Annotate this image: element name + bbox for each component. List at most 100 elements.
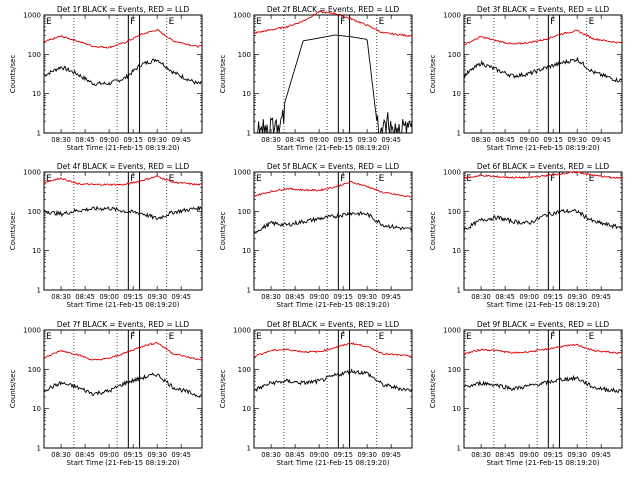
plot-frame xyxy=(253,171,413,291)
x-tick-label: 09:30 xyxy=(357,136,377,144)
x-tick-label: 08:45 xyxy=(75,451,95,459)
y-tick-label: 1 xyxy=(37,130,41,138)
x-tick-label: 09:15 xyxy=(123,136,143,144)
events-trace xyxy=(43,205,203,220)
lld-trace xyxy=(43,175,203,186)
x-tick-label: 09:15 xyxy=(333,136,353,144)
x-tick-label: 09:00 xyxy=(519,293,539,301)
time-marker-label: E xyxy=(169,174,175,184)
time-marker-label: E xyxy=(379,332,385,342)
y-tick-label: 1 xyxy=(37,445,41,453)
lld-trace xyxy=(253,180,413,198)
time-marker-label: E xyxy=(46,174,52,184)
y-tick-label: 10 xyxy=(242,405,251,413)
x-tick-label: 09:30 xyxy=(357,293,377,301)
x-tick-label: 08:30 xyxy=(261,451,281,459)
events-trace xyxy=(253,368,413,393)
x-tick-label: 08:30 xyxy=(471,451,491,459)
x-tick-label: 08:45 xyxy=(75,136,95,144)
y-tick-label: 1000 xyxy=(23,169,41,177)
y-tick-label: 1000 xyxy=(23,12,41,20)
panel-title: Det 6f BLACK = Events, RED = LLD xyxy=(477,162,610,171)
x-tick-label: 09:00 xyxy=(309,136,329,144)
time-marker-label: E xyxy=(256,332,262,342)
events-trace xyxy=(43,372,203,398)
x-tick-label: 09:30 xyxy=(567,293,587,301)
y-tick-label: 1 xyxy=(457,445,461,453)
detector-panel-9: Det 9f BLACK = Events, RED = LLD 1 10 100 10… xyxy=(429,320,623,467)
y-tick-label: 1 xyxy=(247,130,251,138)
x-tick-label: 09:30 xyxy=(357,451,377,459)
x-tick-label: 09:15 xyxy=(543,293,563,301)
time-marker-label: E xyxy=(466,17,472,27)
y-tick-label: 1000 xyxy=(233,12,251,20)
y-axis-label: Counts/sec xyxy=(429,55,437,94)
events-trace xyxy=(254,34,413,134)
y-tick-label: 1000 xyxy=(443,327,461,335)
x-tick-label: 09:30 xyxy=(567,136,587,144)
y-tick-label: 10 xyxy=(452,247,461,255)
time-marker-label: E xyxy=(466,332,472,342)
events-trace xyxy=(463,208,623,232)
time-marker-label: F xyxy=(340,17,345,27)
panel-title: Det 7f BLACK = Events, RED = LLD xyxy=(57,320,190,329)
time-marker-label: E xyxy=(46,17,52,27)
lld-trace xyxy=(463,343,623,356)
x-tick-label: 09:00 xyxy=(309,451,329,459)
detector-panel-7: Det 7f BLACK = Events, RED = LLD 1 10 100 10… xyxy=(9,320,203,467)
time-marker-label: E xyxy=(379,17,385,27)
y-tick-label: 100 xyxy=(28,208,41,216)
x-axis-label: Start Time (21-Feb-15 08:19:20) xyxy=(486,459,599,467)
detector-panel-5: Det 5f BLACK = Events, RED = LLD 1 10 100 10… xyxy=(219,162,413,309)
plot-frame xyxy=(43,14,203,134)
y-tick-label: 1000 xyxy=(233,169,251,177)
y-axis-label: Counts/sec xyxy=(219,370,227,409)
time-marker-label: E xyxy=(256,17,262,27)
x-tick-label: 09:30 xyxy=(567,451,587,459)
lld-trace xyxy=(253,10,413,37)
time-marker-label: E xyxy=(256,174,262,184)
x-tick-label: 09:15 xyxy=(543,451,563,459)
events-trace xyxy=(43,58,203,87)
y-tick-label: 100 xyxy=(238,366,251,374)
y-tick-label: 1 xyxy=(457,287,461,295)
lld-trace xyxy=(463,171,623,180)
y-tick-label: 100 xyxy=(448,51,461,59)
x-tick-label: 09:30 xyxy=(147,451,167,459)
x-tick-label: 09:45 xyxy=(591,451,611,459)
time-marker-label: E xyxy=(379,174,385,184)
x-tick-label: 09:45 xyxy=(591,293,611,301)
y-axis-label: Counts/sec xyxy=(219,212,227,251)
detector-panel-1: Det 1f BLACK = Events, RED = LLD 1 10 100 10… xyxy=(9,5,203,152)
x-tick-label: 08:30 xyxy=(51,136,71,144)
x-tick-label: 09:45 xyxy=(171,451,191,459)
plot-frame xyxy=(253,329,413,449)
y-axis-label: Counts/sec xyxy=(219,55,227,94)
time-marker-label: F xyxy=(340,174,345,184)
y-tick-label: 10 xyxy=(32,247,41,255)
y-tick-label: 1 xyxy=(247,445,251,453)
plot-frame xyxy=(463,171,623,291)
panel-title: Det 8f BLACK = Events, RED = LLD xyxy=(267,320,400,329)
time-marker-label: E xyxy=(466,174,472,184)
x-tick-label: 09:45 xyxy=(171,293,191,301)
x-tick-label: 09:45 xyxy=(381,451,401,459)
lld-trace xyxy=(463,29,623,46)
y-axis-label: Counts/sec xyxy=(429,212,437,251)
time-marker-label: F xyxy=(130,174,135,184)
x-tick-label: 09:00 xyxy=(309,293,329,301)
x-tick-label: 09:15 xyxy=(123,451,143,459)
lld-trace xyxy=(43,341,203,361)
x-tick-label: 08:30 xyxy=(51,293,71,301)
x-tick-label: 08:30 xyxy=(261,293,281,301)
time-marker-label: E xyxy=(169,17,175,27)
x-tick-label: 09:45 xyxy=(381,136,401,144)
x-axis-label: Start Time (21-Feb-15 08:19:20) xyxy=(66,144,179,152)
y-tick-label: 1000 xyxy=(443,169,461,177)
x-axis-label: Start Time (21-Feb-15 08:19:20) xyxy=(66,459,179,467)
detector-panel-3: Det 3f BLACK = Events, RED = LLD 1 10 100 10… xyxy=(429,5,623,152)
x-axis-label: Start Time (21-Feb-15 08:19:20) xyxy=(276,301,389,309)
y-tick-label: 10 xyxy=(452,90,461,98)
x-tick-label: 08:45 xyxy=(285,136,305,144)
y-axis-label: Counts/sec xyxy=(9,370,17,409)
